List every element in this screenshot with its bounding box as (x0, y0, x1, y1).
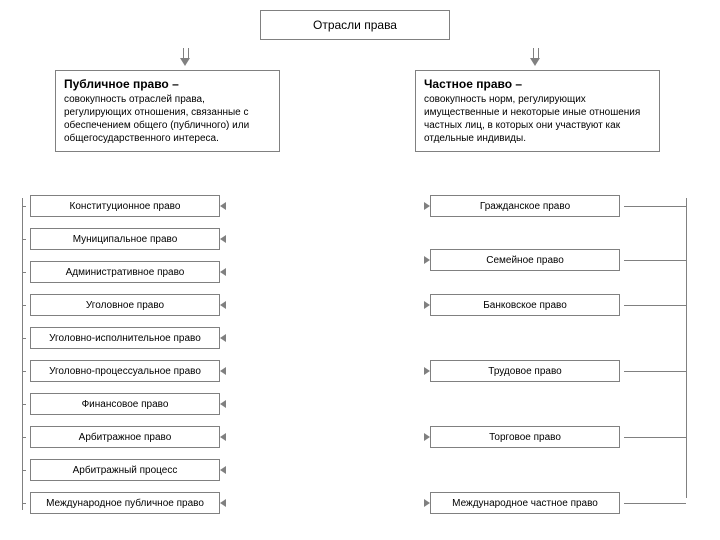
arrow-to-left (180, 58, 190, 66)
left-item-label: Уголовное право (86, 300, 164, 311)
right-connector (624, 260, 686, 261)
left-connector (22, 206, 26, 207)
left-connector (22, 305, 26, 306)
right-arrowhead (424, 202, 430, 210)
left-item-box: Финансовое право (30, 393, 220, 415)
left-item-box: Международное публичное право (30, 492, 220, 514)
left-item-box: Уголовно-процессуальное право (30, 360, 220, 382)
right-item-box: Гражданское право (430, 195, 620, 217)
left-arrowhead (220, 202, 226, 210)
right-item-box: Торговое право (430, 426, 620, 448)
left-connector (22, 239, 26, 240)
right-item-label: Семейное право (486, 255, 564, 266)
left-item-box: Уголовное право (30, 294, 220, 316)
left-item-box: Муниципальное право (30, 228, 220, 250)
arrow-to-right (530, 58, 540, 66)
left-connector (22, 338, 26, 339)
left-arrowhead (220, 499, 226, 507)
right-item-label: Торговое право (489, 432, 561, 443)
right-item-label: Гражданское право (480, 201, 570, 212)
left-header-box: Публичное право – совокупность отраслей … (55, 70, 280, 152)
left-arrowhead (220, 334, 226, 342)
right-connector (624, 305, 686, 306)
right-arrowhead (424, 367, 430, 375)
left-connector (22, 503, 26, 504)
left-connector (22, 371, 26, 372)
left-item-label: Арбитражный процесс (73, 465, 178, 476)
left-arrowhead (220, 433, 226, 441)
right-arrowhead (424, 301, 430, 309)
right-connector (624, 371, 686, 372)
left-bus-line (22, 198, 23, 510)
right-header-title: Частное право – (424, 77, 651, 91)
left-arrowhead (220, 400, 226, 408)
right-item-box: Трудовое право (430, 360, 620, 382)
left-item-label: Арбитражное право (79, 432, 172, 443)
right-connector (624, 206, 686, 207)
left-arrowhead (220, 268, 226, 276)
right-connector (624, 503, 686, 504)
left-header-title: Публичное право – (64, 77, 271, 91)
left-connector (22, 437, 26, 438)
right-arrowhead (424, 433, 430, 441)
left-connector (22, 272, 26, 273)
right-item-box: Международное частное право (430, 492, 620, 514)
left-item-label: Международное публичное право (46, 498, 204, 509)
right-item-label: Международное частное право (452, 498, 598, 509)
left-item-label: Административное право (66, 267, 185, 278)
left-item-label: Уголовно-исполнительное право (49, 333, 201, 344)
left-item-box: Уголовно-исполнительное право (30, 327, 220, 349)
left-item-label: Конституционное право (70, 201, 181, 212)
left-header-desc: совокупность отраслей права, регулирующи… (64, 93, 271, 145)
right-item-label: Трудовое право (488, 366, 561, 377)
right-connector (624, 437, 686, 438)
right-arrowhead (424, 256, 430, 264)
right-item-box: Банковское право (430, 294, 620, 316)
left-item-label: Муниципальное право (73, 234, 178, 245)
left-connector (22, 470, 26, 471)
left-item-box: Арбитражное право (30, 426, 220, 448)
right-item-box: Семейное право (430, 249, 620, 271)
right-header-desc: совокупность норм, регулирующих имуществ… (424, 93, 651, 145)
left-item-box: Арбитражный процесс (30, 459, 220, 481)
left-arrowhead (220, 466, 226, 474)
left-arrowhead (220, 235, 226, 243)
right-bus-line (686, 198, 687, 498)
root-title: Отрасли права (313, 18, 397, 32)
right-arrowhead (424, 499, 430, 507)
right-item-label: Банковское право (483, 300, 567, 311)
left-item-label: Финансовое право (82, 399, 169, 410)
left-item-box: Конституционное право (30, 195, 220, 217)
left-connector (22, 404, 26, 405)
left-item-label: Уголовно-процессуальное право (49, 366, 201, 377)
left-arrowhead (220, 367, 226, 375)
right-header-box: Частное право – совокупность норм, регул… (415, 70, 660, 152)
root-title-box: Отрасли права (260, 10, 450, 40)
left-item-box: Административное право (30, 261, 220, 283)
left-arrowhead (220, 301, 226, 309)
